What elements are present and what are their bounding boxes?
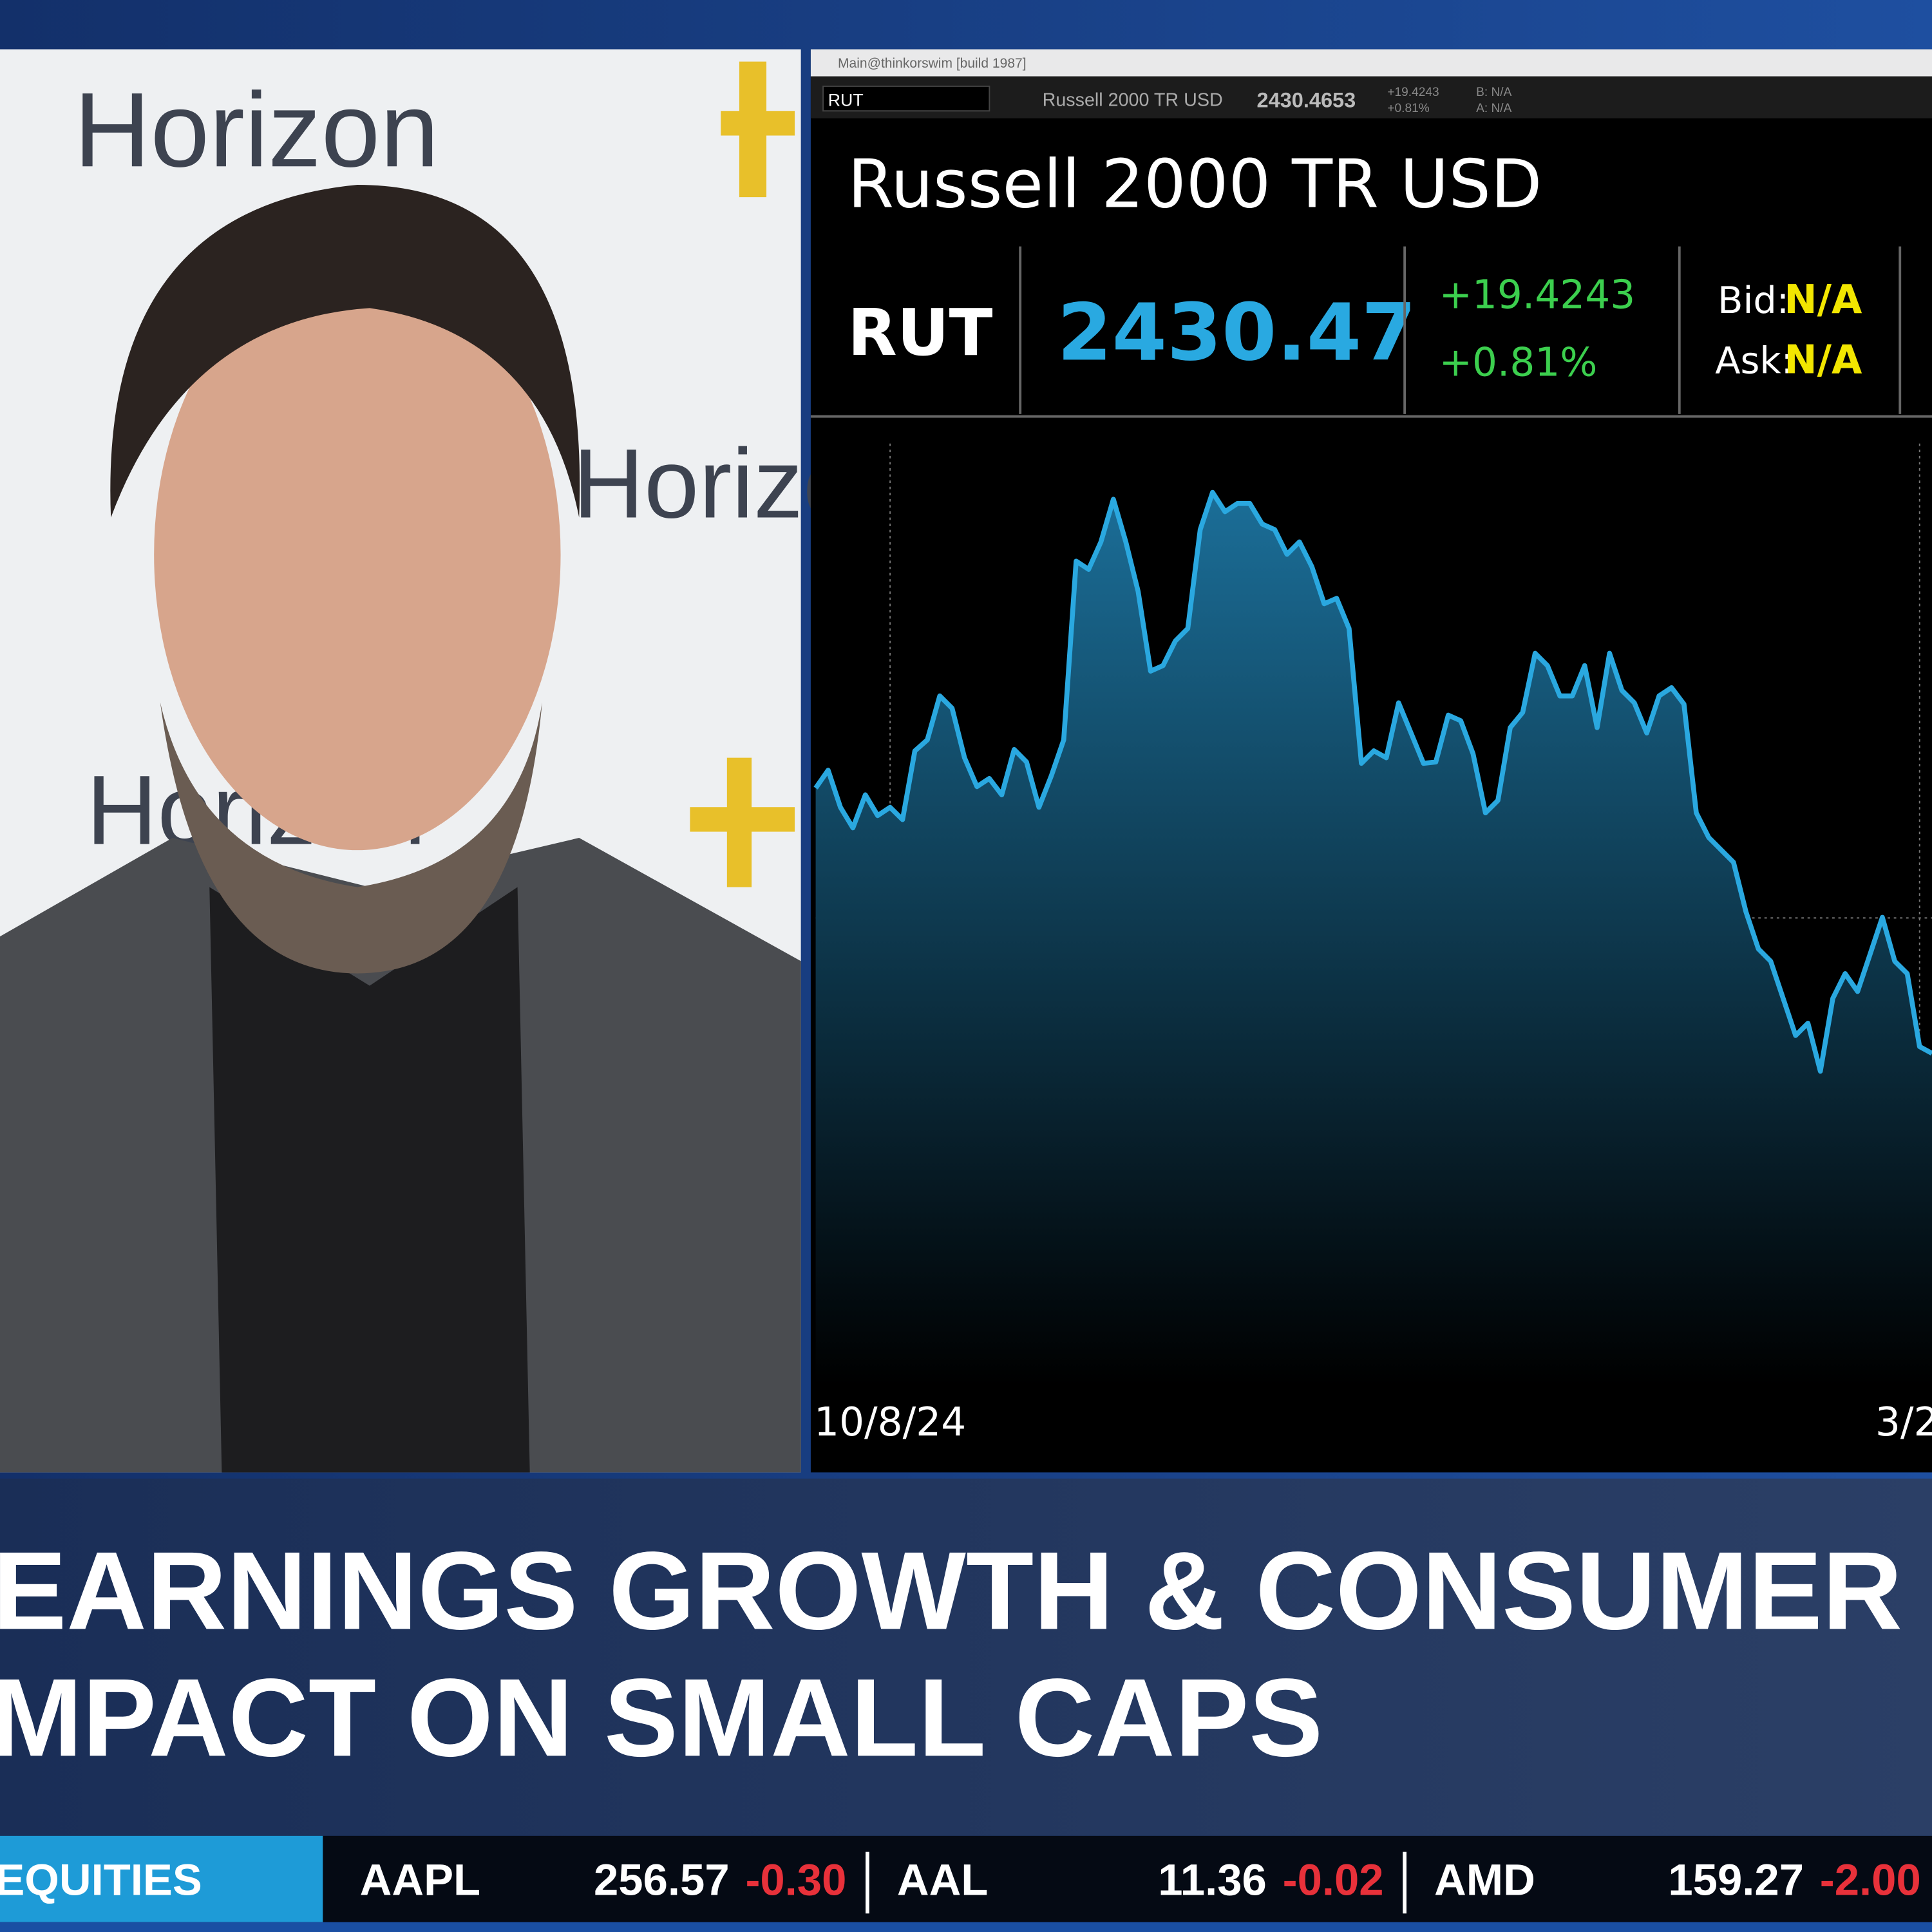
quote-title: Russell 2000 TR USD [848,146,1542,223]
bid-label: Bid: [1718,279,1789,322]
face [154,258,561,851]
headline-line2: MPACT ON SMALL CAPS [0,1656,1323,1779]
quote-last: 2430.47 [1057,287,1417,379]
quote-symbol: RUT [848,296,992,370]
toolbar-bid: B: N/A [1476,86,1512,99]
ticker-symbol: AAPL [360,1855,480,1905]
ticker-symbol: AMD [1434,1855,1535,1905]
headline-line1: EARNINGS GROWTH & CONSUMER SPE [0,1529,1932,1653]
toolbar-name: Russell 2000 TR USD [1043,90,1223,111]
toolbar-percent: +0.81% [1387,102,1429,115]
title-bar [810,49,1932,77]
ask-value: N/A [1784,337,1862,383]
symbol-box[interactable] [822,85,990,112]
toolbar [810,76,1932,118]
ticker-price: 159.27 [1668,1855,1804,1905]
ticker-section: EQUITIES [0,1855,202,1905]
toolbar-last: 2430.4653 [1257,88,1356,111]
ticker-change: -0.02 [1283,1855,1384,1905]
window-title: Main@thinkorswim [build 1987] [838,56,1027,71]
quote-change: +19.4243 [1439,272,1635,317]
ticker-section-bg [0,1835,323,1922]
x-tick-label: 10/8/24 [814,1399,966,1445]
beard [160,702,542,974]
plot: 10/8/24 3/29 [813,443,1932,1445]
toolbar-change: +19.4243 [1387,86,1439,99]
price-line [813,489,1932,1074]
ticker-change: -2.00 [1820,1855,1921,1905]
quote-dividers [810,246,1932,418]
ask-label: Ask: [1715,339,1794,383]
hair [110,184,580,518]
ticker-price: 11.36 [1158,1855,1267,1905]
x-tick-label: 3/29 [1875,1399,1932,1445]
bottom-strip [0,1922,1932,1932]
ticker-price: 256.57 [594,1855,730,1905]
ticker-symbol: AAL [897,1855,989,1905]
headline-band [0,1478,1932,1836]
ticker-items: AAPL 256.57 -0.30 AAL 11.36 -0.02 AMD 159.27 -2.… [360,1852,1921,1914]
logo: Horizon [74,70,439,189]
ticker-change: -0.30 [745,1855,846,1905]
toolbar-symbol: RUT [828,91,864,110]
quote-percent: +0.81% [1439,340,1598,386]
bid-value: N/A [1784,277,1862,323]
toolbar-ask: A: N/A [1476,102,1512,115]
shirt [209,887,530,1473]
